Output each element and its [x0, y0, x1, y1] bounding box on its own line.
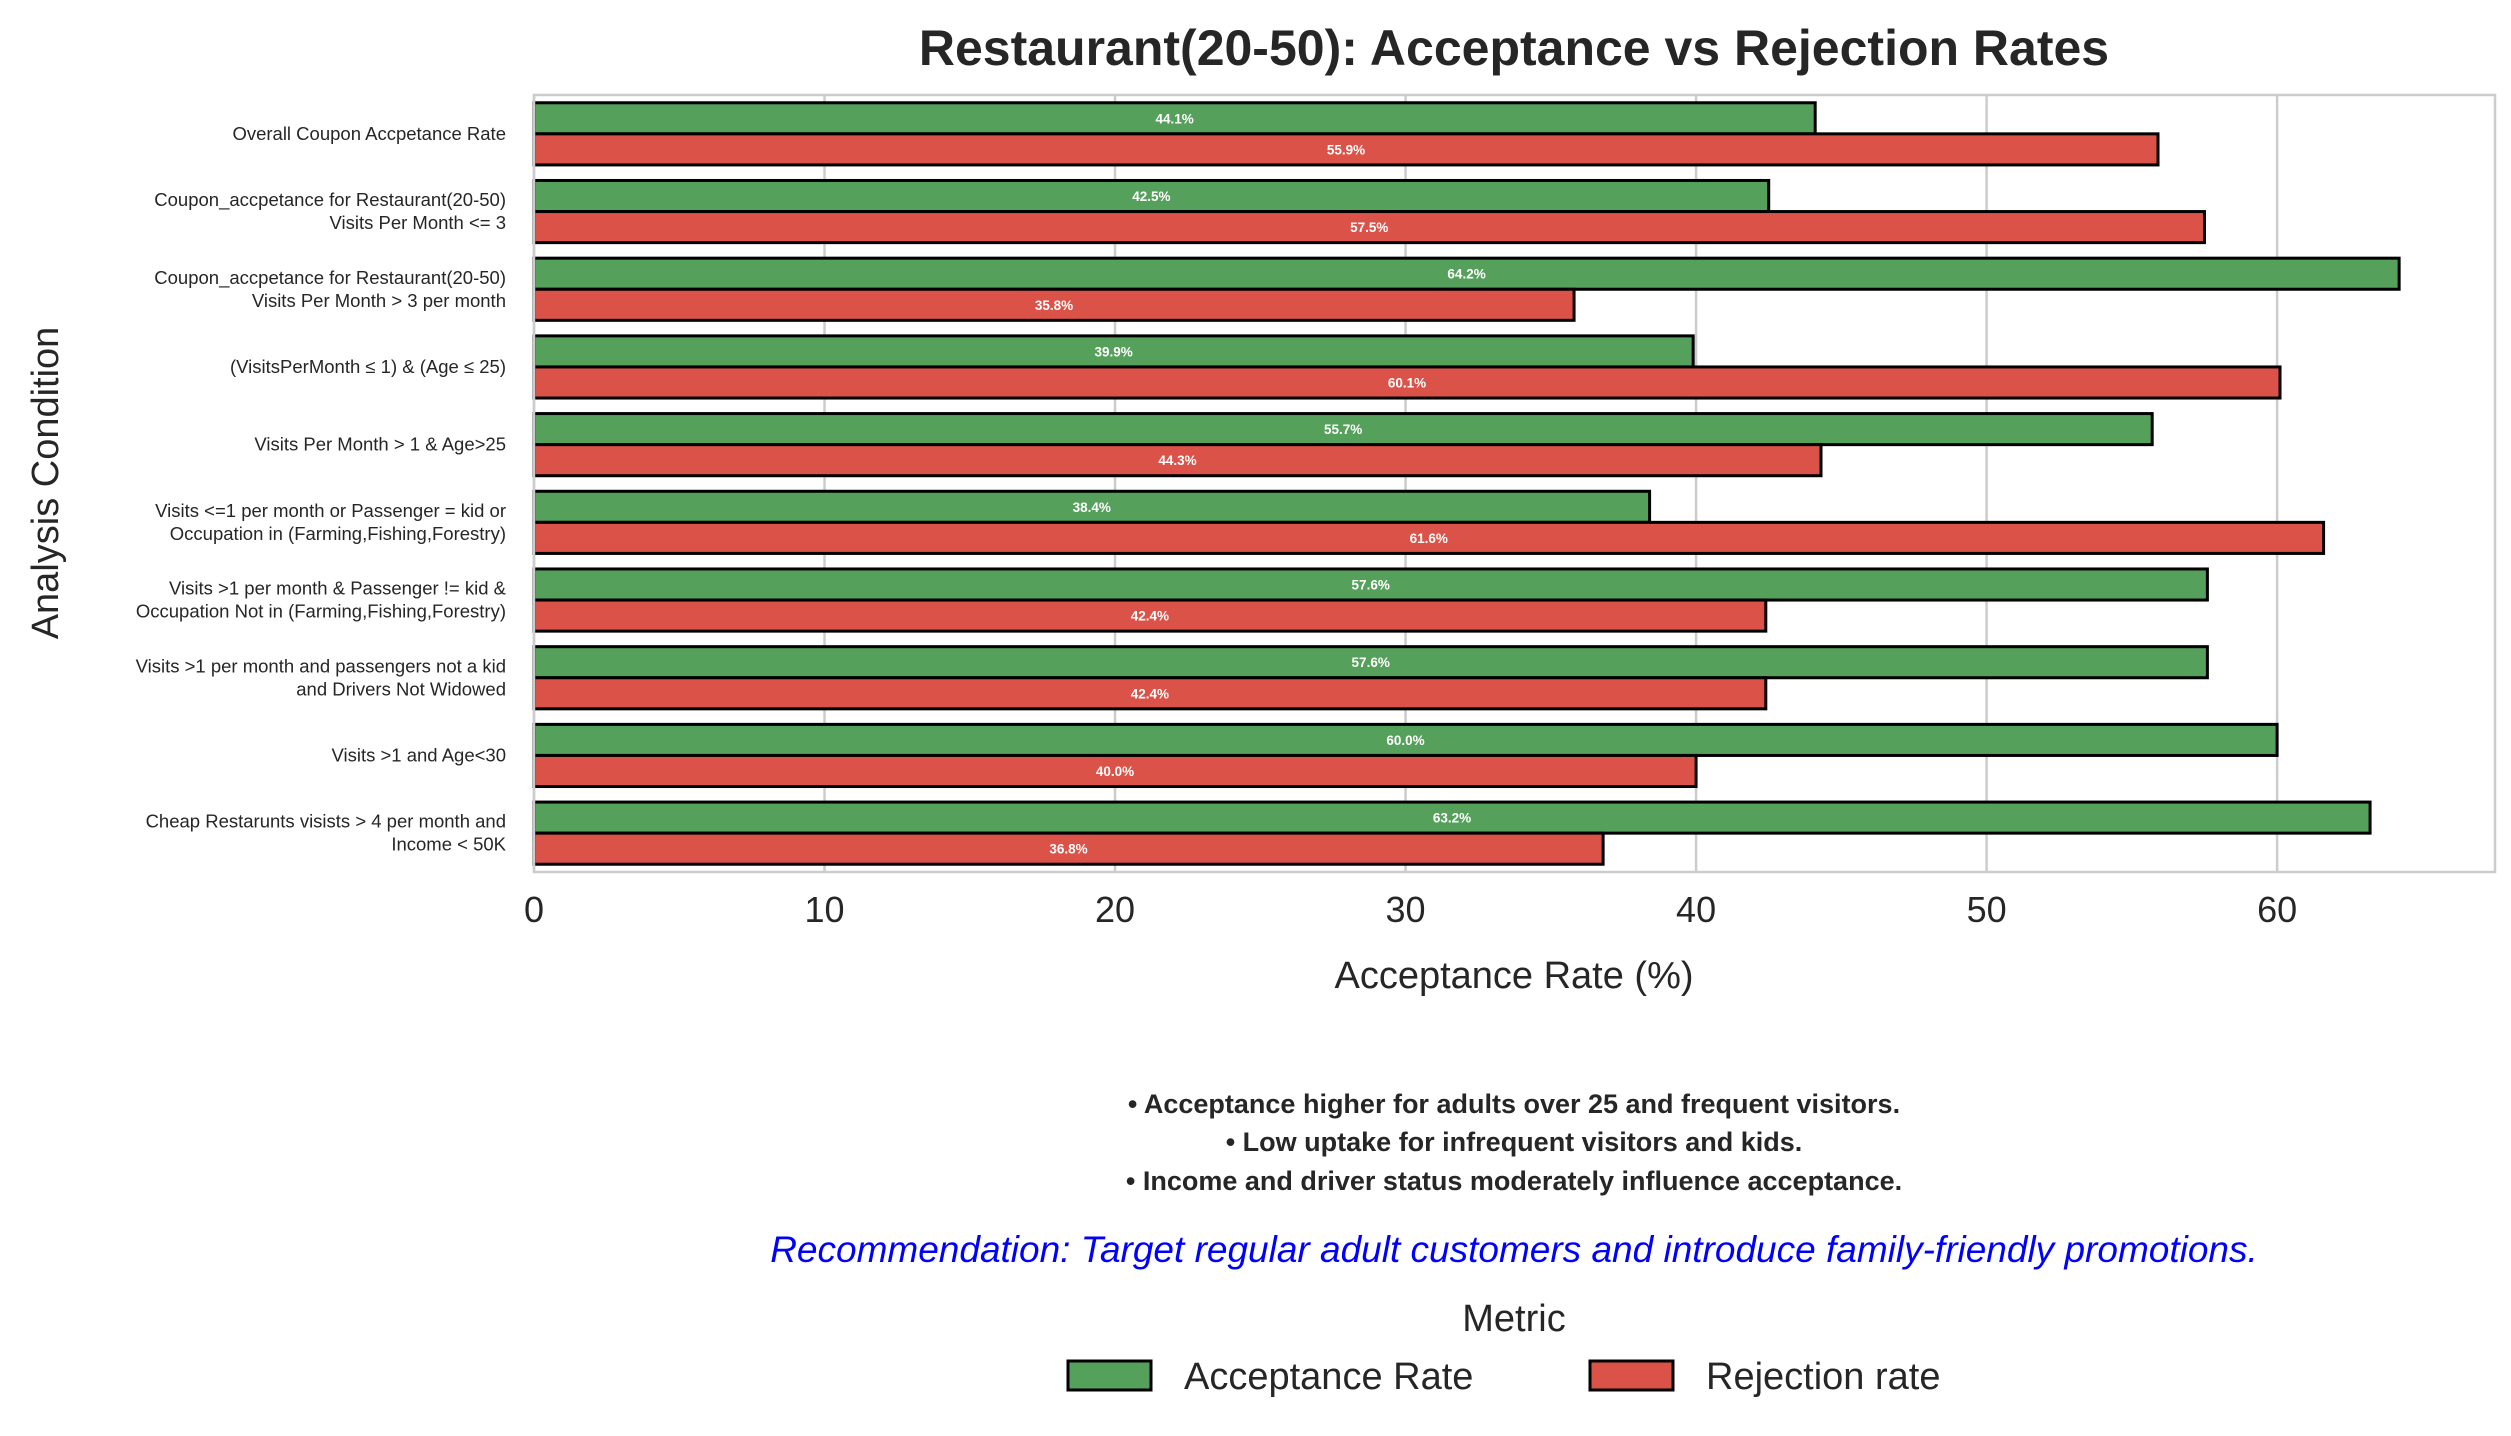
- acceptance-value-label: 55.7%: [1324, 422, 1362, 437]
- rejection-bar: [532, 520, 2326, 555]
- acceptance-value-label: 57.6%: [1352, 578, 1390, 593]
- category-label: Overall Coupon Accpetance Rate: [232, 123, 506, 144]
- category-label: Visits Per Month > 3 per month: [252, 290, 506, 311]
- category-label: Visits Per Month <= 3: [329, 212, 506, 233]
- acceptance-bar: [532, 256, 2401, 291]
- x-tick-label: 10: [804, 889, 844, 930]
- x-tick-label: 40: [1676, 889, 1716, 930]
- category-label: Visits <=1 per month or Passenger = kid …: [155, 500, 506, 521]
- rejection-value-label: 57.5%: [1350, 220, 1388, 235]
- x-tick-label: 0: [524, 889, 544, 930]
- acceptance-value-label: 63.2%: [1433, 811, 1471, 826]
- rejection-bar: [532, 598, 1768, 633]
- acceptance-value-label: 57.6%: [1352, 655, 1390, 670]
- x-tick-label: 60: [2257, 889, 2297, 930]
- legend-label-rejection: Rejection rate: [1706, 1356, 1940, 1398]
- rejection-value-label: 61.6%: [1410, 531, 1448, 546]
- recommendation: Recommendation: Target regular adult cus…: [770, 1229, 2258, 1270]
- category-label: Coupon_accpetance for Restaurant(20-50): [154, 267, 506, 289]
- note-3: • Income and driver status moderately in…: [1126, 1166, 1902, 1196]
- note-2: • Low uptake for infrequent visitors and…: [1226, 1127, 1803, 1157]
- category-label: and Drivers Not Widowed: [296, 678, 506, 699]
- x-tick-label: 50: [1967, 889, 2007, 930]
- acceptance-value-label: 60.0%: [1386, 733, 1424, 748]
- legend: Metric Acceptance Rate Rejection rate: [1066, 1298, 1940, 1398]
- rejection-bar: [532, 831, 1605, 866]
- acceptance-value-label: 44.1%: [1155, 111, 1193, 126]
- rejection-bar: [532, 287, 1576, 322]
- rejection-value-label: 42.4%: [1131, 686, 1169, 701]
- legend-swatch-acceptance: [1066, 1359, 1153, 1392]
- rejection-value-label: 55.9%: [1327, 142, 1365, 157]
- category-label: Visits >1 per month and passengers not a…: [136, 655, 506, 676]
- x-tick-label: 20: [1095, 889, 1135, 930]
- rejection-value-label: 44.3%: [1158, 453, 1196, 468]
- legend-title: Metric: [1462, 1298, 1565, 1340]
- category-label: Visits >1 per month & Passenger != kid &: [169, 578, 507, 599]
- y-axis-label: Analysis Condition: [25, 327, 67, 640]
- category-label: Visits >1 and Age<30: [331, 744, 506, 765]
- rejection-value-label: 42.4%: [1131, 609, 1169, 624]
- acceptance-bar: [532, 645, 2209, 680]
- rejection-value-label: 40.0%: [1096, 764, 1134, 779]
- category-label: Cheap Restarunts visists > 4 per month a…: [146, 811, 506, 832]
- category-labels: Overall Coupon Accpetance Rate Coupon_acc…: [136, 123, 507, 855]
- rejection-value-label: 35.8%: [1035, 298, 1073, 313]
- rejection-value-label: 60.1%: [1388, 375, 1426, 390]
- chart-title: Restaurant(20-50): Acceptance vs Rejecti…: [919, 20, 2109, 76]
- acceptance-value-label: 64.2%: [1447, 267, 1485, 282]
- category-label: (VisitsPerMonth ≤ 1) & (Age ≤ 25): [230, 356, 506, 377]
- legend-swatch-rejection: [1588, 1359, 1675, 1392]
- rejection-value-label: 36.8%: [1049, 842, 1087, 857]
- acceptance-value-label: 39.9%: [1094, 344, 1132, 359]
- rejection-bar: [532, 676, 1768, 711]
- category-label: Visits Per Month > 1 & Age>25: [254, 434, 506, 455]
- category-label: Income < 50K: [391, 834, 506, 855]
- legend-label-acceptance: Acceptance Rate: [1184, 1356, 1473, 1398]
- category-label: Occupation in (Farming,Fishing,Forestry): [170, 523, 506, 544]
- acceptance-value-label: 38.4%: [1073, 500, 1111, 515]
- plot-frame: [532, 93, 2497, 874]
- acceptance-value-label: 42.5%: [1132, 189, 1170, 204]
- rejection-bar: [532, 753, 1698, 789]
- acceptance-bar: [532, 722, 2279, 757]
- rejection-bar: [532, 443, 1823, 478]
- rejection-bar: [532, 365, 2282, 400]
- category-label: Coupon_accpetance for Restaurant(20-50): [154, 189, 506, 211]
- category-label: Occupation Not in (Farming,Fishing,Fores…: [136, 601, 506, 622]
- x-axis-label: Acceptance Rate (%): [1334, 955, 1693, 997]
- note-1: • Acceptance higher for adults over 25 a…: [1128, 1089, 1900, 1119]
- acceptance-bar: [532, 178, 1771, 214]
- x-tick-labels: 0 10 20 30 40 50 60: [524, 889, 2297, 930]
- x-tick-label: 30: [1386, 889, 1426, 930]
- bars: 44.1% 55.9% 42.5% 57.5% 64.2% 35.8% 39.9% 60.1%…: [532, 101, 2401, 866]
- rejection-bar: [532, 132, 2160, 167]
